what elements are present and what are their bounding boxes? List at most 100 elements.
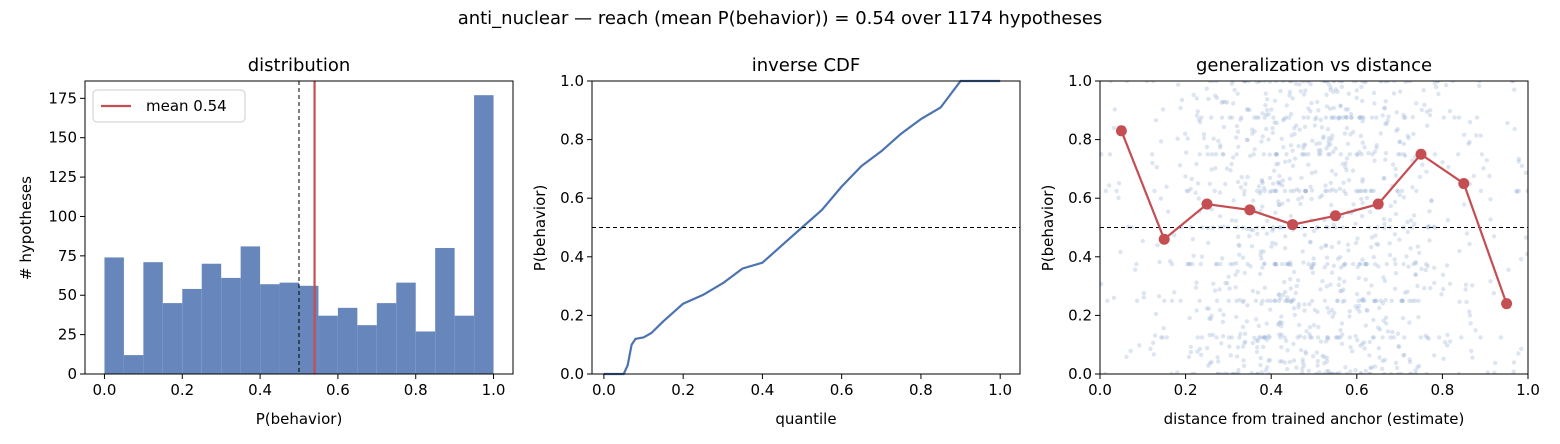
scatter-point [1338,255,1343,260]
histogram-bar [337,307,358,374]
scatter-point [1332,310,1337,316]
y-tick-label: 0.0 [1068,365,1092,383]
x-tick-label: 0.8 [404,381,428,399]
scatter-point [1242,331,1248,336]
scatter-point [1240,255,1246,260]
scatter-point [1260,298,1265,303]
scatter-point [1428,108,1433,113]
scatter-point [1399,298,1404,303]
scatter-point [1324,335,1330,340]
scatter-point [1290,96,1295,101]
scatter-point [1523,170,1528,175]
scatter-point [1391,335,1397,340]
scatter-point [1236,242,1241,247]
scatter-point [1384,81,1389,84]
scatter-point [1164,335,1170,340]
scatter-point [1295,278,1301,283]
scatter-point [1317,141,1322,146]
scatter-point [1445,218,1451,223]
scatter-point [1404,254,1409,259]
scatter-point [1471,173,1477,179]
scatter-point [1234,135,1239,140]
scatter-point [1255,231,1260,237]
scatter-point [1335,89,1340,95]
scatter-point [1354,291,1360,297]
scatter-point [1433,84,1439,90]
scatter-point [1333,146,1338,151]
scatter-point [1432,81,1438,86]
scatter-point [1194,161,1199,167]
scatter-point [1413,101,1419,106]
scatter-point [1337,186,1343,191]
scatter-point [1332,115,1337,120]
scatter-point [1324,255,1330,260]
scatter-point [1114,188,1119,194]
scatter-point [1358,370,1364,374]
scatter-point [1291,341,1296,347]
scatter-point [1342,261,1347,267]
scatter-point [1162,298,1167,303]
scatter-point [1467,139,1472,145]
scatter-point [1209,167,1214,172]
scatter-point [1254,338,1259,343]
scatter-point [1245,107,1250,112]
scatter-point [1223,280,1228,286]
scatter-point [1273,261,1278,267]
scatter-point [1197,119,1203,125]
scatter-point [1210,81,1215,84]
scatter-point [1205,152,1210,157]
scatter-point [1213,152,1219,157]
scatter-point [1376,346,1382,351]
scatter-point [1373,262,1378,267]
scatter-point [1336,240,1342,245]
scatter-point [1235,91,1240,96]
scatter-point [1447,339,1453,344]
scatter-point [1262,188,1267,194]
scatter-point [1230,261,1236,267]
scatter-point [1384,121,1389,126]
scatter-point [1255,345,1260,350]
scatter-point [1283,246,1288,251]
scatter-point [1424,371,1429,374]
scatter-point [1105,298,1110,303]
scatter-point [1116,181,1122,186]
scatter-point [1323,188,1328,194]
scatter-point [1247,234,1252,239]
scatter-point [1395,127,1400,132]
scatter-point [1405,229,1411,235]
plot-area [104,81,494,374]
scatter-point [1333,87,1339,92]
scatter-point [1339,84,1345,90]
scatter-point [1156,294,1162,299]
scatter-point [1466,141,1471,146]
scatter-point [1331,222,1336,227]
scatter-point [1340,115,1345,120]
scatter-point [1323,243,1328,248]
scatter-point [1349,115,1354,120]
scatter-point [1254,188,1260,194]
scatter-point [1317,152,1322,157]
scatter-point [1359,152,1364,157]
scatter-point [1265,298,1270,303]
scatter-point [1285,298,1291,303]
scatter-point [1406,264,1411,269]
scatter-point [1512,126,1517,132]
scatter-point [1169,261,1175,267]
scatter-point [1315,309,1320,315]
scatter-point [1393,261,1398,267]
scatter-point [1401,112,1406,118]
scatter-point [1274,152,1279,157]
scatter-point [1397,237,1402,242]
scatter-point [1402,352,1407,358]
scatter-point [1505,120,1510,126]
scatter-point [1206,363,1211,368]
scatter-point [1516,156,1522,162]
scatter-point [1309,265,1315,270]
scatter-point [1342,298,1347,303]
scatter-point [1220,256,1225,261]
scatter-point [1214,95,1220,101]
scatter-point [1305,115,1311,120]
binned-mean-point [1158,233,1170,245]
legend: mean 0.54 [92,89,246,123]
scatter-point [1108,81,1113,84]
